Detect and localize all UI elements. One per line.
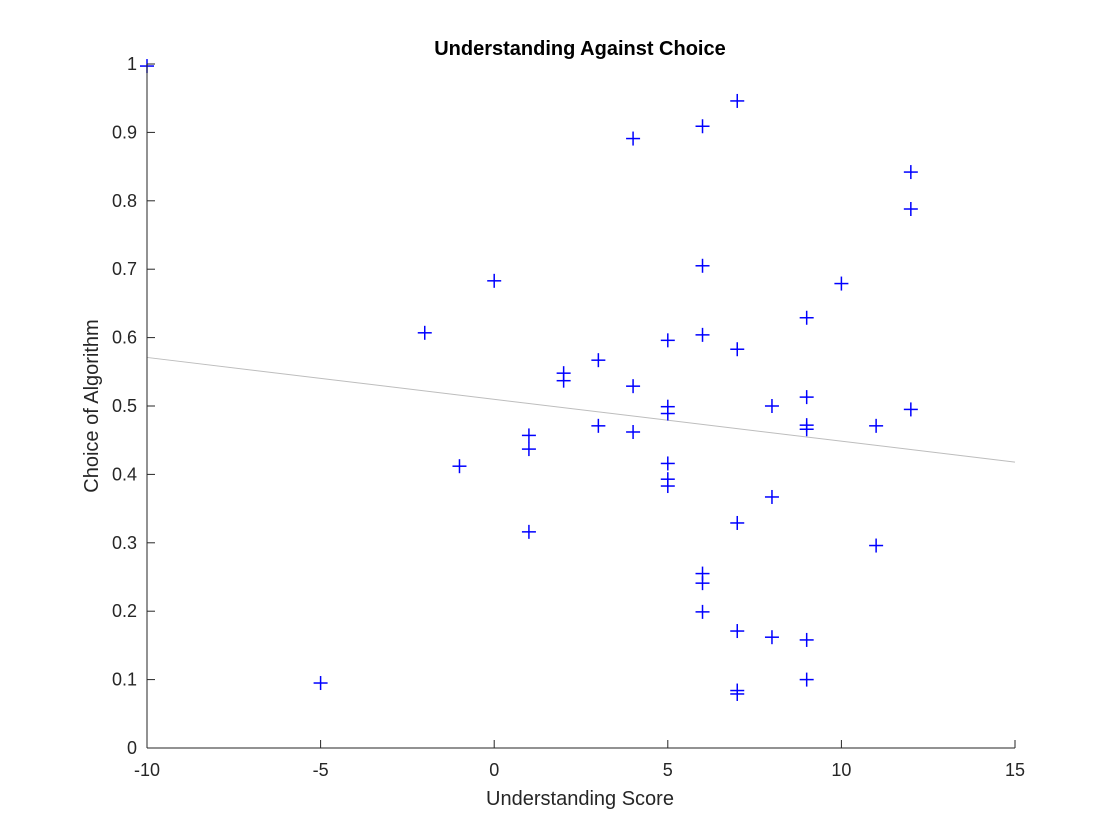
data-point [660,479,675,494]
data-point [695,604,710,619]
data-point [730,686,745,701]
y-tick-label: 0.2 [112,601,137,621]
data-point [764,489,779,504]
x-ticks: -10 -5 0 5 10 15 [134,740,1025,780]
data-point [903,202,918,217]
data-point [730,93,745,108]
data-point [313,676,328,691]
x-tick-label: 15 [1005,760,1025,780]
data-point [903,402,918,417]
data-point [903,165,918,180]
x-axis-label: Understanding Score [486,788,674,810]
data-point [626,131,641,146]
data-point [730,515,745,530]
data-point [834,276,849,291]
data-point [799,422,814,437]
data-point [626,424,641,439]
data-point [591,418,606,433]
y-ticks: 0 0.1 0.2 0.3 0.4 0.5 0.6 0.7 0.8 0.9 1 [112,54,155,758]
data-point [869,538,884,553]
data-point [452,459,467,474]
data-point [799,672,814,687]
data-point [799,390,814,405]
data-point [730,624,745,639]
axes [146,64,1015,749]
y-tick-label: 0 [127,738,137,758]
data-point [695,576,710,591]
data-point [521,428,536,443]
data-point [695,327,710,342]
y-tick-label: 0.4 [112,464,137,484]
data-point [591,353,606,368]
y-tick-label: 0.7 [112,259,137,279]
data-point [799,310,814,325]
trend-line [146,356,1016,463]
data-point [869,418,884,433]
chart-title: Understanding Against Choice [434,38,726,60]
data-point [695,258,710,273]
data-point [660,406,675,421]
data-point [556,373,571,388]
data-point [660,333,675,348]
y-tick-label: 0.1 [112,670,137,690]
data-point [626,379,641,394]
x-tick-label: 5 [663,760,673,780]
y-tick-label: 1 [127,54,137,74]
data-point [730,342,745,357]
data-point [660,456,675,471]
data-point [417,325,432,340]
y-axis-label: Choice of Algorithm [81,319,103,492]
data-point [487,273,502,288]
y-tick-label: 0.6 [112,328,137,348]
x-tick-label: 10 [831,760,851,780]
plot-area [140,59,1016,701]
data-point [764,630,779,645]
y-tick-label: 0.3 [112,533,137,553]
x-tick-label: -5 [313,760,329,780]
y-tick-label: 0.5 [112,396,137,416]
data-point [521,524,536,539]
x-tick-label: 0 [489,760,499,780]
data-point [521,442,536,457]
x-tick-label: -10 [134,760,160,780]
y-tick-label: 0.8 [112,191,137,211]
y-tick-label: 0.9 [112,122,137,142]
data-point [764,399,779,413]
data-point [799,632,814,647]
data-point [695,119,710,134]
